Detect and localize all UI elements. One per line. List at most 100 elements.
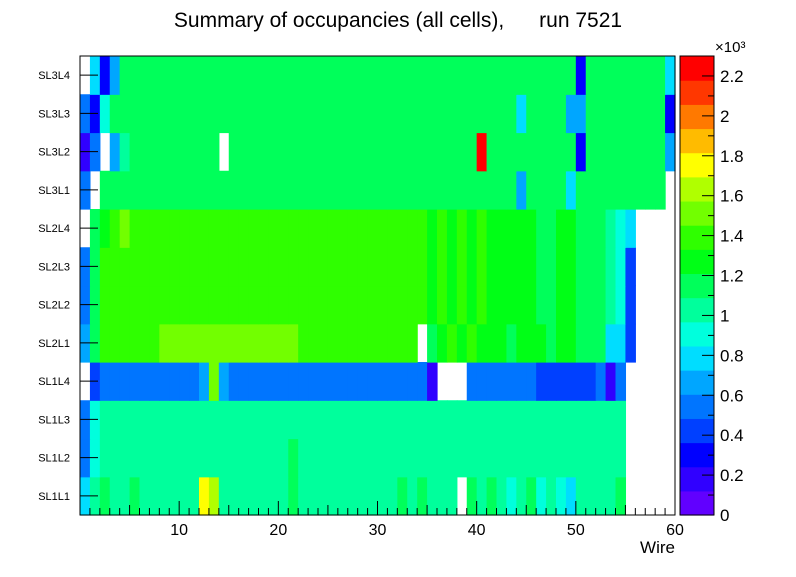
- heatmap-cell: [298, 476, 309, 516]
- heatmap-cell: [258, 170, 270, 210]
- heatmap-cell: [109, 400, 121, 440]
- heatmap-cell: [446, 476, 458, 516]
- heatmap-cell: [308, 94, 319, 134]
- heatmap-cell: [437, 400, 448, 440]
- heatmap-cell: [189, 209, 200, 248]
- heatmap-cell: [367, 362, 379, 401]
- x-tick-label: 30: [369, 522, 387, 539]
- heatmap-cell: [536, 56, 547, 95]
- heatmap-cell: [585, 132, 597, 172]
- color-scale-tick-label: 1.8: [720, 147, 744, 166]
- heatmap-cell: [308, 285, 319, 325]
- heatmap-cell: [486, 438, 498, 478]
- heatmap-cell: [486, 56, 498, 95]
- heatmap-cell: [605, 400, 617, 440]
- heatmap-cell: [357, 94, 369, 134]
- heatmap-cell: [506, 94, 517, 134]
- heatmap-cell: [565, 362, 577, 401]
- heatmap-cell: [585, 285, 597, 325]
- heatmap-cell: [179, 247, 190, 287]
- y-tick-label: SL2L1: [38, 338, 70, 350]
- heatmap-cell: [556, 209, 567, 248]
- heatmap-cell: [367, 94, 379, 134]
- heatmap-cell: [526, 323, 537, 363]
- heatmap-cell: [99, 476, 111, 516]
- heatmap-cell: [327, 438, 339, 478]
- heatmap-cell: [199, 400, 210, 440]
- heatmap-cell: [238, 400, 250, 440]
- heatmap-cell: [357, 476, 369, 516]
- heatmap-cell: [377, 56, 389, 95]
- heatmap-cell: [179, 400, 190, 440]
- heatmap-cell: [615, 132, 627, 172]
- color-scale-frame: [679, 55, 715, 516]
- heatmap-cell: [308, 132, 319, 172]
- heatmap-cell: [357, 323, 369, 363]
- heatmap-cell: [347, 132, 359, 172]
- heatmap-cell: [605, 94, 617, 134]
- heatmap-cell: [258, 209, 270, 248]
- heatmap-cell: [308, 209, 319, 248]
- heatmap-cell: [179, 362, 190, 401]
- heatmap-cell: [466, 285, 478, 325]
- heatmap-cell: [466, 362, 478, 401]
- heatmap-cell: [496, 285, 508, 325]
- heatmap-cell: [585, 247, 597, 287]
- heatmap-cell: [139, 476, 151, 516]
- heatmap-cell: [387, 438, 398, 478]
- heatmap-cell: [139, 170, 151, 210]
- heatmap-cell: [407, 438, 418, 478]
- heatmap-cell: [169, 209, 180, 248]
- heatmap-cell: [327, 400, 339, 440]
- heatmap-cell: [407, 323, 418, 363]
- heatmap-cell: [645, 56, 656, 95]
- heatmap-cell: [99, 209, 111, 248]
- heatmap-cell: [179, 209, 190, 248]
- heatmap-cell: [288, 285, 299, 325]
- heatmap-cell: [189, 400, 200, 440]
- heatmap-cell: [268, 285, 279, 325]
- heatmap-cell: [238, 285, 250, 325]
- heatmap-cell: [298, 400, 309, 440]
- heatmap-cell: [99, 247, 111, 287]
- heatmap-cell: [298, 362, 309, 401]
- y-tick-label: SL3L1: [38, 185, 70, 197]
- heatmap-cell: [268, 56, 279, 95]
- heatmap-cell: [337, 285, 349, 325]
- color-scale-tick-label: 1.4: [720, 227, 744, 246]
- heatmap-cell: [298, 56, 309, 95]
- heatmap-cell: [109, 247, 121, 287]
- heatmap-cell: [208, 94, 220, 134]
- heatmap-cell: [615, 56, 627, 95]
- heatmap-cell: [625, 285, 636, 325]
- heatmap-cell: [367, 285, 379, 325]
- heatmap-cell: [437, 285, 448, 325]
- heatmap-cell: [99, 323, 111, 363]
- heatmap-cell: [139, 94, 151, 134]
- heatmap-cell: [258, 285, 270, 325]
- heatmap-cell: [466, 56, 478, 95]
- heatmap-cell: [595, 209, 607, 248]
- heatmap-cell: [288, 476, 299, 516]
- heatmap-cell: [655, 170, 666, 210]
- heatmap-cell: [635, 94, 646, 134]
- heatmap-cell: [397, 400, 408, 440]
- heatmap-cell: [387, 285, 398, 325]
- heatmap-cell: [367, 476, 379, 516]
- heatmap-cell: [377, 132, 389, 172]
- heatmap-cell: [546, 362, 557, 401]
- heatmap-cell: [377, 247, 389, 287]
- heatmap-cell: [268, 438, 279, 478]
- x-tick-label: 20: [269, 522, 287, 539]
- heatmap-cell: [615, 400, 627, 440]
- heatmap-cell: [417, 94, 428, 134]
- heatmap-cell: [466, 209, 478, 248]
- heatmap-cell: [387, 323, 398, 363]
- heatmap-cell: [347, 400, 359, 440]
- heatmap-cell: [268, 247, 279, 287]
- heatmap-cell: [565, 209, 577, 248]
- heatmap-cell: [466, 170, 478, 210]
- heatmap-cell: [665, 56, 676, 95]
- heatmap-cell: [456, 94, 468, 134]
- heatmap-cell: [298, 94, 309, 134]
